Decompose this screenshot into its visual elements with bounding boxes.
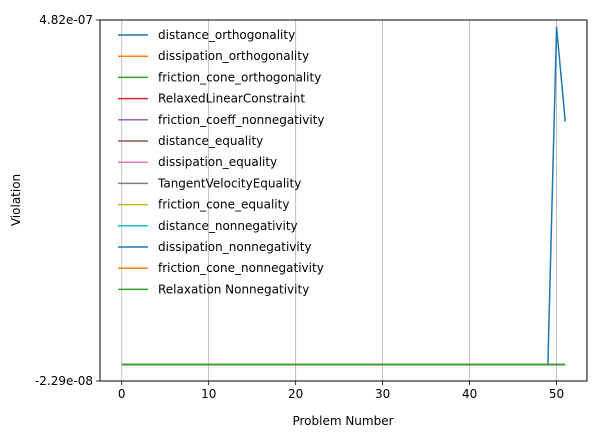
legend-label-11: friction_cone_nonnegativity (158, 261, 324, 275)
grid-lines (121, 20, 557, 381)
legend-label-6: dissipation_equality (158, 155, 277, 169)
legend: distance_orthogonality dissipation_orthog… (118, 28, 324, 296)
legend-item-3: RelaxedLinearConstraint (118, 92, 305, 106)
x-axis-label: Problem Number (292, 414, 393, 428)
x-tick-label-3: 30 (375, 387, 390, 401)
y-axis-label: Violation (9, 174, 23, 226)
legend-label-1: dissipation_orthogonality (158, 49, 309, 63)
legend-item-2: friction_cone_orthogonality (118, 70, 321, 84)
legend-item-4: friction_coeff_nonnegativity (118, 113, 324, 127)
x-tick-label-4: 40 (462, 387, 477, 401)
y-tick-label-1: 4.82e-07 (39, 13, 93, 27)
legend-item-8: friction_cone_equality (118, 198, 289, 212)
legend-label-9: distance_nonnegativity (158, 219, 298, 233)
legend-label-8: friction_cone_equality (158, 198, 289, 212)
x-tick-label-5: 50 (549, 387, 564, 401)
legend-label-12: Relaxation Nonnegativity (158, 282, 309, 296)
legend-label-7: TangentVelocityEquality (157, 176, 301, 190)
legend-label-10: dissipation_nonnegativity (158, 240, 312, 254)
y-axis: -2.29e-08 4.82e-07 (35, 13, 100, 388)
legend-item-0: distance_orthogonality (118, 28, 295, 42)
x-tick-label-0: 0 (118, 387, 126, 401)
legend-label-2: friction_cone_orthogonality (158, 70, 321, 84)
legend-item-1: dissipation_orthogonality (118, 49, 309, 63)
series-lines (121, 26, 567, 366)
x-axis: 0 10 20 30 40 50 (118, 381, 564, 401)
legend-item-12: Relaxation Nonnegativity (118, 282, 309, 296)
legend-item-6: dissipation_equality (118, 155, 277, 169)
legend-label-0: distance_orthogonality (158, 28, 295, 42)
y-tick-label-0: -2.29e-08 (35, 374, 93, 388)
plot-frame (99, 19, 588, 382)
legend-label-3: RelaxedLinearConstraint (158, 92, 305, 106)
legend-item-9: distance_nonnegativity (118, 219, 298, 233)
legend-item-7: TangentVelocityEquality (118, 176, 301, 190)
legend-item-5: distance_equality (118, 134, 263, 148)
legend-item-10: dissipation_nonnegativity (118, 240, 312, 254)
legend-label-5: distance_equality (158, 134, 263, 148)
legend-label-4: friction_coeff_nonnegativity (158, 113, 324, 127)
x-tick-label-1: 10 (201, 387, 216, 401)
legend-item-11: friction_cone_nonnegativity (118, 261, 324, 275)
x-tick-label-2: 20 (288, 387, 303, 401)
